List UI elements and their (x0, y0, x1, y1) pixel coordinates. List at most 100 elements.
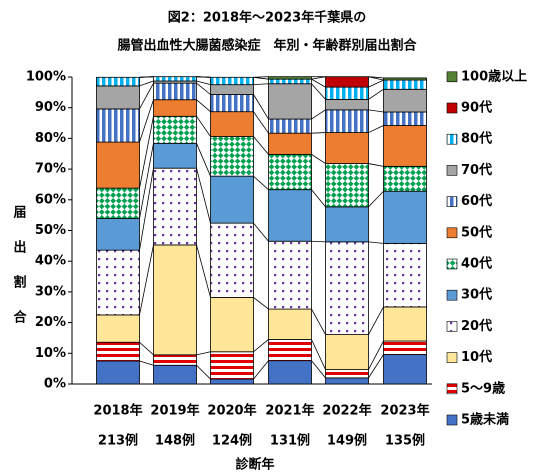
bar-segment (210, 84, 254, 95)
series-line (311, 360, 326, 379)
series-line (253, 360, 269, 380)
x-tick-label: 2021年 (265, 403, 314, 419)
x-tick-label: 2022年 (322, 403, 371, 419)
series-line (311, 154, 326, 164)
bar-segment (383, 354, 427, 385)
series-line (311, 78, 326, 88)
bar-segment (153, 82, 197, 101)
case-count-label: 149例 (327, 433, 367, 449)
bar-segment (96, 141, 140, 189)
legend-swatch (446, 289, 458, 301)
series-line (311, 132, 326, 134)
bar-segment (268, 83, 312, 120)
series-line (253, 76, 269, 78)
bar-segment (383, 79, 427, 90)
series-line (368, 88, 384, 100)
bar-segment (268, 118, 312, 134)
series-line (253, 175, 269, 190)
bar-segment (96, 360, 140, 385)
bar-segment (96, 218, 140, 251)
case-count-label: 131例 (270, 433, 310, 449)
legend-swatch (446, 102, 458, 114)
series-line (253, 94, 269, 120)
legend-label: 70代 (461, 162, 492, 178)
bar-segment (210, 378, 254, 385)
series-line (368, 241, 384, 244)
x-tick-label: 2020年 (207, 403, 256, 419)
bar-segment (268, 153, 312, 191)
y-tick-label: 10% (35, 346, 66, 361)
series-line (368, 125, 384, 133)
y-tick-label: 0% (44, 377, 66, 392)
bar-segment (153, 244, 197, 356)
bar-segment (268, 360, 312, 385)
bar-segment (383, 88, 427, 113)
legend-label: 30代 (461, 287, 492, 303)
legend-label: 5歳未満 (461, 412, 509, 428)
series-line (196, 99, 211, 112)
series-line (368, 306, 384, 335)
bar-segment (96, 76, 140, 87)
bar-segment (268, 78, 312, 85)
bar-segment (383, 242, 427, 308)
bar-segment (325, 86, 369, 100)
bar-segment (325, 109, 369, 133)
series-line (253, 339, 269, 353)
bar-segment (325, 369, 369, 379)
bar-segment (325, 76, 369, 88)
series-line (196, 351, 211, 356)
series-line (196, 116, 211, 137)
legend-swatch (446, 133, 458, 145)
series-line (139, 143, 154, 219)
series-line (253, 222, 269, 242)
y-tick-label: 70% (35, 162, 66, 177)
bar-segment (268, 339, 312, 362)
series-line (368, 79, 384, 88)
legend-label: 60代 (461, 193, 492, 209)
bar-segment (96, 314, 140, 343)
chart-title: 腸管出血性大腸菌感染症 年別・年齢群別届出割合 (117, 38, 417, 54)
bar-segment (210, 297, 254, 353)
case-count-label: 213例 (98, 433, 138, 449)
legend-label: 50代 (461, 224, 492, 240)
legend-label: 40代 (461, 256, 492, 272)
series-line (139, 82, 154, 110)
x-tick-label: 2023年 (380, 403, 429, 419)
bar-segment (153, 99, 197, 117)
legend-swatch (446, 258, 458, 270)
series-line (196, 76, 211, 78)
series-line (253, 111, 269, 134)
legend-swatch (446, 352, 458, 363)
y-tick-label: 30% (35, 284, 66, 299)
bar-segment (325, 206, 369, 243)
series-line (196, 82, 211, 95)
bar-segment (268, 132, 312, 155)
series-line (196, 143, 211, 177)
bar-segment (268, 308, 312, 340)
bar-segment (268, 240, 312, 310)
series-line (311, 240, 326, 243)
legend-swatch (446, 414, 458, 426)
bar-segment (325, 377, 369, 385)
series-line (253, 83, 269, 86)
series-line (139, 116, 154, 189)
series-line (368, 163, 384, 167)
bar-segment (153, 76, 197, 82)
series-line (253, 76, 269, 80)
legend-swatch (446, 71, 458, 83)
bar-segment (96, 85, 140, 110)
bar-segment (96, 341, 140, 362)
bar-segment (325, 334, 369, 370)
series-line (139, 80, 154, 87)
bar-segment (153, 167, 197, 246)
x-tick-label: 2018年 (93, 403, 142, 419)
bar-segment (325, 99, 369, 111)
legend-swatch (446, 165, 458, 176)
legend-label: 5～9歳 (461, 380, 505, 396)
bar-segment (268, 189, 312, 242)
bar-segment (210, 136, 254, 177)
y-tick-label: 100% (26, 70, 66, 85)
legend-swatch (446, 227, 458, 239)
series-line (311, 109, 326, 120)
